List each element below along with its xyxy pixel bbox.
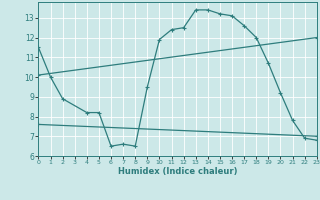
X-axis label: Humidex (Indice chaleur): Humidex (Indice chaleur) bbox=[118, 167, 237, 176]
